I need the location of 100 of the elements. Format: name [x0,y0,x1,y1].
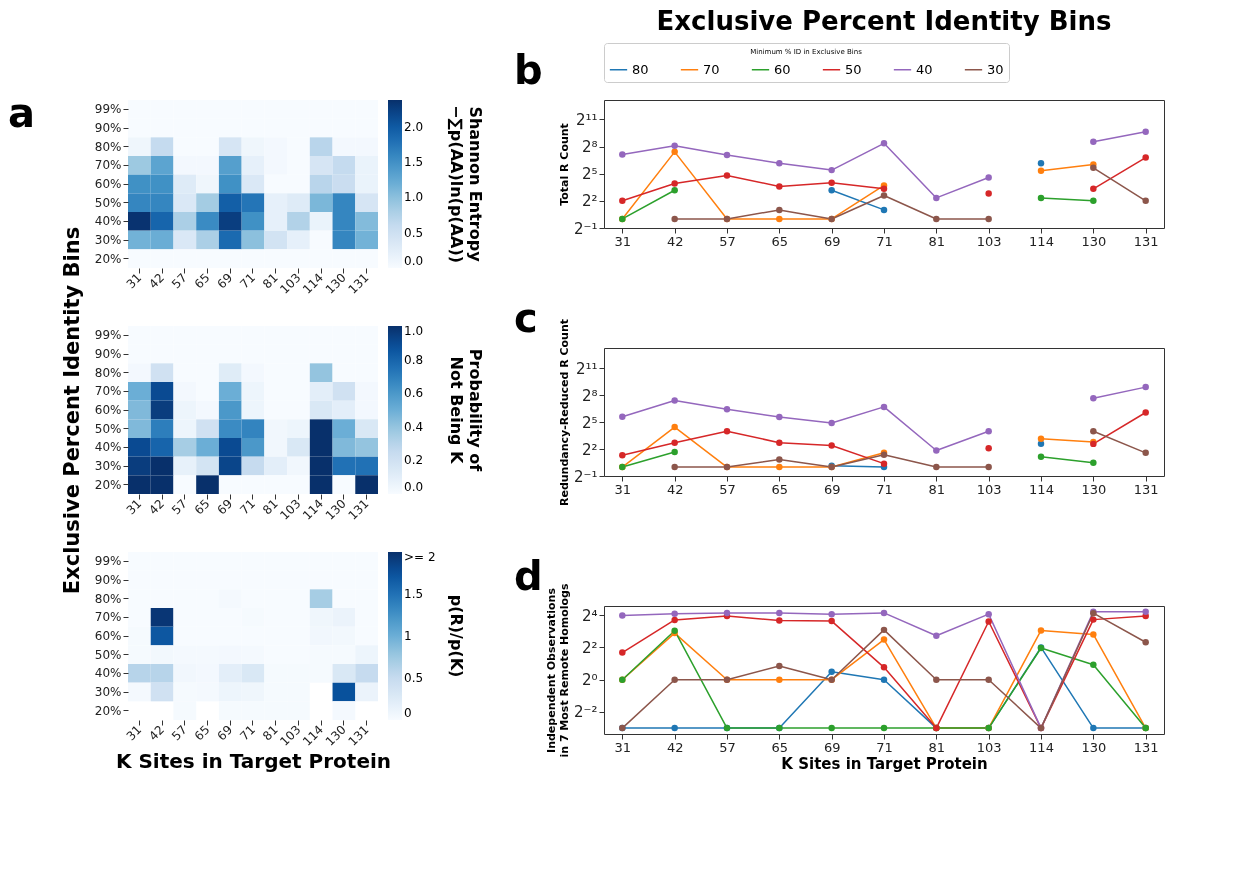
x-tick-label: 65 [771,739,789,755]
y-tick-label: 99% [94,102,122,117]
y-tick-label: 70% [94,610,122,625]
x-tick-label: 71 [876,481,893,497]
point [776,439,783,446]
point [671,724,678,732]
point [1090,724,1097,732]
point [985,215,992,223]
x-tick-label: 31 [614,481,632,497]
point [933,463,940,471]
point [1090,661,1097,668]
point [619,612,626,619]
legend-label: 50 [845,61,862,77]
color-bar-label: 1.0 [404,324,424,338]
x-tick-label: 103 [976,481,1002,497]
point [1090,197,1097,205]
point [1037,453,1045,461]
point [985,427,992,435]
point [671,215,678,223]
legend-label: 80 [632,61,649,77]
x-tick-label: 130 [1081,233,1107,249]
point [723,406,731,413]
x-tick-label: 42 [666,233,684,249]
point [933,194,940,202]
x-tick-label: 131 [1133,481,1159,497]
x-tick-label: 31 [614,739,632,755]
y-tick-label: 20% [94,477,122,492]
x-tick-label: 71 [876,739,893,755]
legend-label: 70 [703,61,720,77]
point [619,649,626,656]
y-tick-label: 20% [94,703,122,718]
legend-label: 40 [916,61,933,77]
point [828,166,835,174]
point [985,174,992,181]
y-axis-title: Total R Count [558,123,572,206]
x-tick-label: 131 [1133,739,1159,755]
x-axis-title: K Sites in Target Protein [781,754,988,773]
y-tick-label: 2¹¹ [575,110,598,129]
point [776,206,783,214]
x-tick-label: 114 [1029,739,1054,755]
y-tick-label: 2⁴ [581,606,598,625]
y-tick-label: 40% [94,214,122,229]
point [880,403,888,411]
color-bar-title: p(R)/p(K) [447,594,466,678]
point [880,460,888,467]
x-tick-label: 65 [191,496,213,518]
y-tick-label: 60% [94,177,122,191]
x-tick-label: 31 [123,722,145,744]
point [1142,608,1149,615]
point [880,664,888,671]
text: a [8,90,35,136]
y-tick-label: 70% [94,158,122,173]
x-tick-label: 31 [614,233,632,249]
point [671,448,678,456]
color-bar-label: 1 [404,629,412,643]
x-tick-label: 65 [771,481,789,497]
y-tick-label: 30% [94,459,122,473]
point [776,617,783,624]
point [1037,167,1045,174]
color-bar-label: 1.5 [404,155,424,170]
point [828,179,835,186]
point [985,463,992,471]
legend-label: 30 [987,61,1004,77]
x-tick-label: 81 [928,739,946,755]
point [1142,197,1149,205]
point [1090,616,1097,623]
point [880,192,888,199]
x-tick-label: 103 [976,739,1002,755]
point [880,724,888,732]
y-tick-label: 30% [94,685,122,699]
point [776,463,783,471]
y-tick-label: 60% [94,629,122,643]
point [1090,631,1097,638]
point [880,185,888,193]
point [776,676,783,683]
point [828,442,835,449]
point [1142,638,1149,646]
point [671,616,678,624]
point [671,148,678,156]
point [828,419,835,427]
color-bar-title: Probability of Not Being K [447,348,485,473]
point [671,423,678,431]
point [828,187,835,194]
y-tick-label: 2⁵ [581,165,598,184]
point [776,662,783,670]
point [1090,185,1097,193]
point [1142,449,1149,457]
y-tick-label: 80% [94,591,122,606]
x-tick-label: 57 [719,739,736,755]
x-tick-label: 42 [666,481,684,497]
x-tick-label: 69 [214,270,236,292]
point [671,463,678,471]
point [671,610,678,617]
x-tick-label: 69 [823,481,841,497]
y-tick-label: 2⁸ [581,386,598,405]
x-tick-label: 71 [237,270,258,292]
y-axis-title: Redundancy-Reduced R Count [558,318,572,507]
point [933,215,940,223]
x-tick-label: 42 [146,496,168,518]
x-tick-label: 42 [146,722,168,744]
